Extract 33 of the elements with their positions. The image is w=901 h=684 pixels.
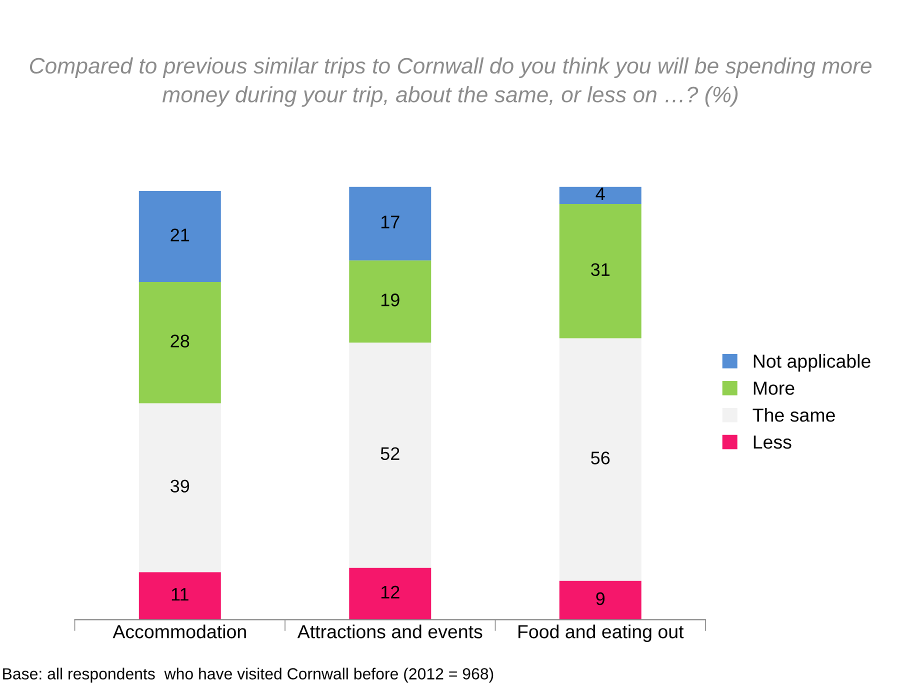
bar xyxy=(138,572,221,620)
data-label: 28 xyxy=(170,334,190,348)
bar xyxy=(138,403,221,572)
data-label: 52 xyxy=(380,447,400,460)
bar xyxy=(349,186,432,260)
data-label: 39 xyxy=(170,480,190,492)
bar xyxy=(559,186,642,204)
data-label: 31 xyxy=(591,263,610,276)
bar xyxy=(349,260,432,343)
text: Base: all respondents who have visited Cornwall before (2012 = 968) xyxy=(3,668,494,683)
x-tick-label: Accommodation xyxy=(112,624,246,638)
legend-label: Less xyxy=(754,436,792,449)
legend-label: Not applicable xyxy=(754,354,870,372)
data-label: 19 xyxy=(381,294,400,306)
bar xyxy=(138,191,221,282)
data-label: 21 xyxy=(170,228,190,242)
data-label: 12 xyxy=(381,586,400,598)
data-label: 17 xyxy=(381,216,400,228)
chart-title: Compared to previous similar trips to Cornwall do you think you will be spending more money during your trip, about the same, or less on …? (%) xyxy=(30,57,872,107)
bar xyxy=(559,338,642,581)
data-label: 4 xyxy=(596,188,605,200)
bar xyxy=(559,204,642,338)
bar xyxy=(559,580,642,620)
bar xyxy=(138,282,221,404)
data-label: 9 xyxy=(596,592,605,606)
x-tick-label: Food and eating out xyxy=(518,624,684,642)
data-label: 11 xyxy=(172,588,188,601)
bar xyxy=(349,342,432,568)
x-tick-label: Attractions and events xyxy=(297,624,482,638)
bar xyxy=(349,568,432,620)
data-label: 56 xyxy=(591,452,610,464)
legend-label: The same xyxy=(752,408,835,422)
legend-label: More xyxy=(754,382,794,395)
